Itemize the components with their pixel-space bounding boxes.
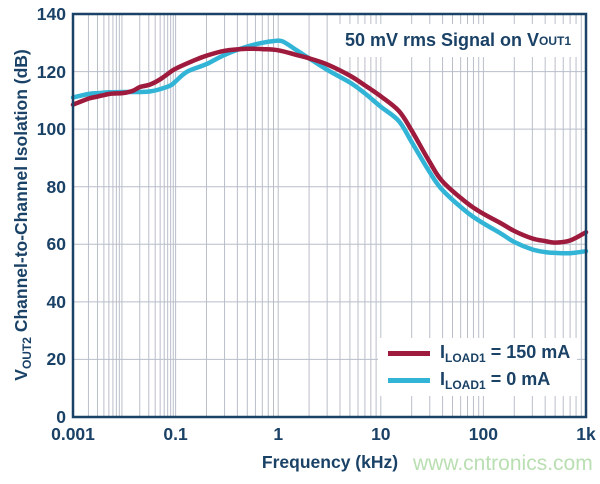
y-tick-label-60: 60 — [46, 234, 66, 255]
legend: ILOAD1 = 150 mA ILOAD1 = 0 mA — [378, 338, 577, 396]
series-line-iload1-150ma — [70, 46, 589, 245]
y-tick-label-0: 0 — [56, 407, 66, 427]
series-line-iload1-0ma — [70, 38, 589, 256]
x-tick-label-0.1: 0.1 — [163, 424, 188, 444]
legend-label-0ma-value: = 0 mA — [485, 369, 551, 389]
x-tick-label-100: 100 — [468, 424, 498, 444]
legend-row-iload-0ma: ILOAD1 = 0 mA — [388, 369, 577, 393]
legend-label-150ma-main: I — [440, 342, 446, 362]
y-tick-label-20: 20 — [46, 349, 66, 370]
x-tick-label-1: 1 — [273, 424, 284, 444]
annotation-subscript: OUT1 — [539, 33, 572, 48]
y-axis-title-main: V — [11, 369, 31, 381]
legend-label-0ma: ILOAD1 = 0 mA — [440, 369, 550, 392]
legend-label-0ma-main: I — [440, 369, 446, 389]
x-tick-label-1k: 1k — [576, 424, 596, 444]
legend-label-0ma-subscript: LOAD1 — [445, 378, 486, 392]
legend-swatch-150ma-line — [388, 351, 430, 356]
y-tick-label-100: 100 — [36, 119, 66, 140]
annotation-text: 50 mV rms Signal on V — [344, 30, 540, 50]
watermark-text: www.cntronics.com — [413, 452, 593, 475]
x-tick-label-0.001: 0.001 — [51, 424, 95, 444]
y-tick-label-40: 40 — [46, 291, 66, 312]
annotation-box: 50 mV rms Signal on V OUT1 — [336, 24, 580, 57]
legend-label-150ma: ILOAD1 = 150 mA — [440, 342, 570, 365]
x-tick-label-10: 10 — [371, 424, 391, 444]
y-tick-label-140: 140 — [36, 4, 66, 24]
legend-label-150ma-value: = 150 mA — [485, 342, 571, 362]
legend-swatch-0ma-line — [388, 378, 430, 383]
legend-label-150ma-subscript: LOAD1 — [445, 351, 486, 365]
plot-border — [71, 12, 588, 419]
y-tick-label-120: 120 — [36, 61, 66, 82]
legend-row-iload-150ma: ILOAD1 = 150 mA — [388, 342, 577, 366]
y-tick-label-80: 80 — [46, 176, 66, 197]
x-axis-title: Frequency (kHz) — [261, 452, 399, 472]
